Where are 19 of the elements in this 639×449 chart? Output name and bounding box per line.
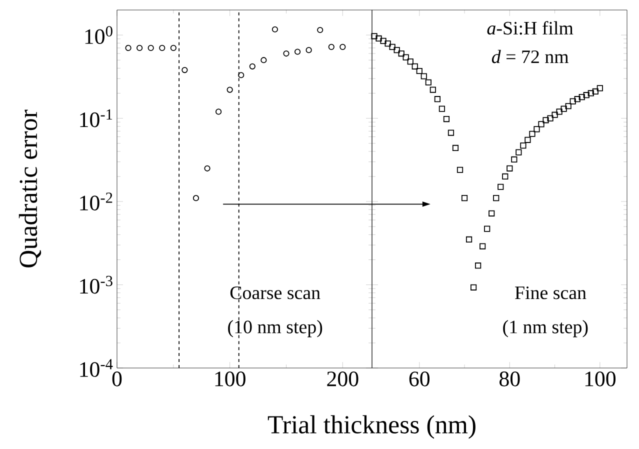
x-tick-label: 100	[585, 372, 616, 386]
y-tick-label: 10$^{-3}$	[80, 276, 112, 294]
y-axis-title: Quadratic error	[18, 110, 42, 268]
annotation: (1 nm step)	[503, 320, 588, 338]
x-tick-label: 80	[500, 372, 520, 386]
annotation: Fine scan	[515, 286, 586, 300]
x-tick-label: 60	[409, 372, 430, 386]
x-tick-label: 200	[327, 372, 358, 386]
x-tick-label: 0	[112, 372, 122, 386]
y-tick-label: 10$^{0}$	[85, 26, 112, 44]
x-axis-title: Trial thickness (nm)	[268, 415, 476, 439]
y-tick-label: 10$^{-4}$	[80, 359, 113, 377]
y-tick-label: 10$^{-2}$	[80, 192, 112, 210]
annotation: a-Si:H film	[487, 21, 574, 35]
annotation: d = 72 nm	[492, 50, 569, 64]
y-tick-label: 10$^{-1}$	[80, 109, 112, 128]
annotation: Coarse scan	[230, 286, 320, 300]
annotation: (10 nm step)	[228, 320, 322, 338]
x-tick-label: 100	[215, 372, 246, 386]
